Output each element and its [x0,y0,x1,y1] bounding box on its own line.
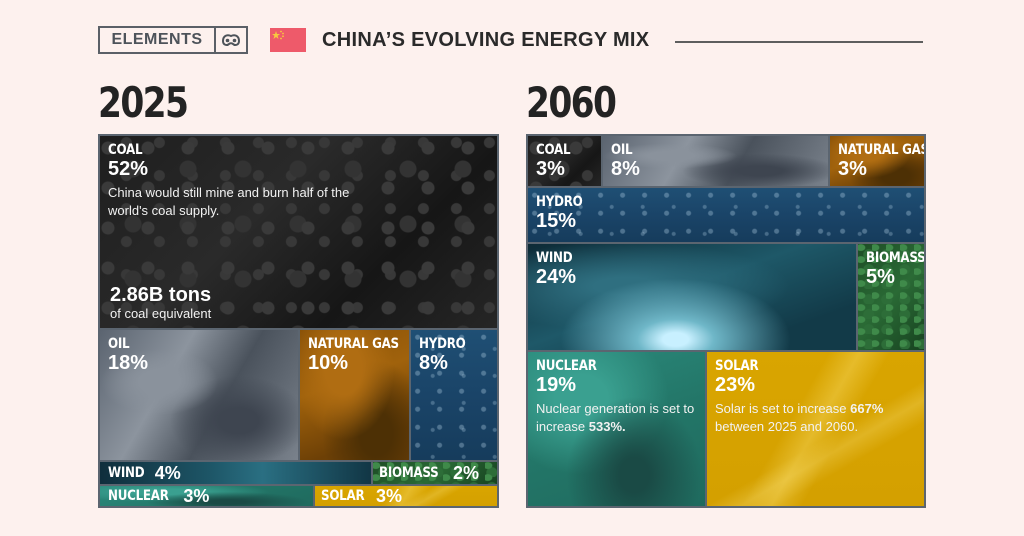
cell-label: OIL [611,142,633,158]
cell-percent: 8% [419,352,448,374]
cell-percent: 2% [453,463,480,483]
cell-percent: 3% [376,486,403,506]
title-divider [675,41,923,43]
cell-description: China would still mine and burn half of … [108,185,350,218]
cell-label: COAL [536,142,571,158]
coal-stat-value: 2.86B tons [110,284,212,306]
cell-hydro-2060: HYDRO 15% [528,188,924,242]
cell-percent: 3% [536,158,565,180]
nuclear-desc-highlight: 533%. [588,419,626,434]
cell-label: HYDRO [419,336,466,352]
cell-label: WIND [108,465,145,481]
china-flag-icon [270,28,306,52]
mask-icon [216,28,246,52]
cell-coal-2060: COAL 3% [528,136,601,186]
nuclear-desc-text: Nuclear generation is set to increase [536,401,695,434]
treemap-2025: COAL 52% China would still mine and burn… [98,134,499,508]
cell-label: NUCLEAR [108,488,169,504]
elements-logo: ELEMENTS [98,26,248,54]
solar-desc-text-end: between 2025 and 2060. [715,419,859,434]
solar-desc-text: Solar is set to increase [715,401,851,416]
cell-label: NATURAL GAS [308,336,399,352]
cell-label: OIL [108,336,130,352]
cell-nuclear-2060: NUCLEAR 19% Nuclear generation is set to… [528,352,705,506]
cell-percent: 19% [536,374,577,396]
year-2060-heading: 2060 [526,78,617,127]
cell-description: Nuclear generation is set to increase 53… [536,400,697,436]
cell-label: BIOMASS [379,465,439,481]
cell-solar-2060: SOLAR 23% Solar is set to increase 667% … [707,352,924,506]
cell-label: SOLAR [715,358,759,374]
cell-label: COAL [108,142,143,158]
treemap-2060: COAL 3% OIL 8% NATURAL GAS 3% HYDRO 15% … [526,134,926,508]
cell-label: SOLAR [321,488,365,504]
cell-wind-2060: WIND 24% [528,244,856,350]
cell-percent: 15% [536,210,577,232]
cell-percent: 52% [108,158,149,180]
cell-percent: 3% [838,158,867,180]
coal-stat-caption: of coal equivalent [110,306,212,321]
cell-label: HYDRO [536,194,583,210]
cell-biomass-2025: BIOMASS 2% [373,462,497,484]
cell-label: NUCLEAR [536,358,597,374]
cell-natural-gas-2025: NATURAL GAS 10% [300,330,409,460]
cell-percent: 8% [611,158,640,180]
cell-wind-2025: WIND 4% [100,462,371,484]
cell-percent: 5% [866,266,895,288]
cell-percent: 18% [108,352,149,374]
cell-coal-2025: COAL 52% China would still mine and burn… [100,136,497,328]
cell-percent: 24% [536,266,577,288]
brand-name: ELEMENTS [100,28,216,52]
cell-percent: 10% [308,352,349,374]
year-2025-heading: 2025 [98,78,189,127]
cell-nuclear-2025: NUCLEAR 3% [100,486,313,506]
cell-percent: 23% [715,374,756,396]
cell-hydro-2025: HYDRO 8% [411,330,497,460]
cell-biomass-2060: BIOMASS 5% [858,244,924,350]
cell-label: WIND [536,250,573,266]
cell-oil-2025: OIL 18% [100,330,298,460]
cell-label: NATURAL GAS [838,142,924,158]
cell-percent: 4% [154,463,181,483]
cell-label: BIOMASS [866,250,924,266]
cell-solar-2025: SOLAR 3% [315,486,497,506]
cell-percent: 3% [183,486,210,506]
solar-desc-highlight: 667% [850,401,884,416]
cell-natural-gas-2060: NATURAL GAS 3% [830,136,924,186]
page-title: CHINA’S EVOLVING ENERGY MIX [322,29,650,51]
cell-description: Solar is set to increase 667% between 20… [715,400,916,436]
cell-oil-2060: OIL 8% [603,136,828,186]
